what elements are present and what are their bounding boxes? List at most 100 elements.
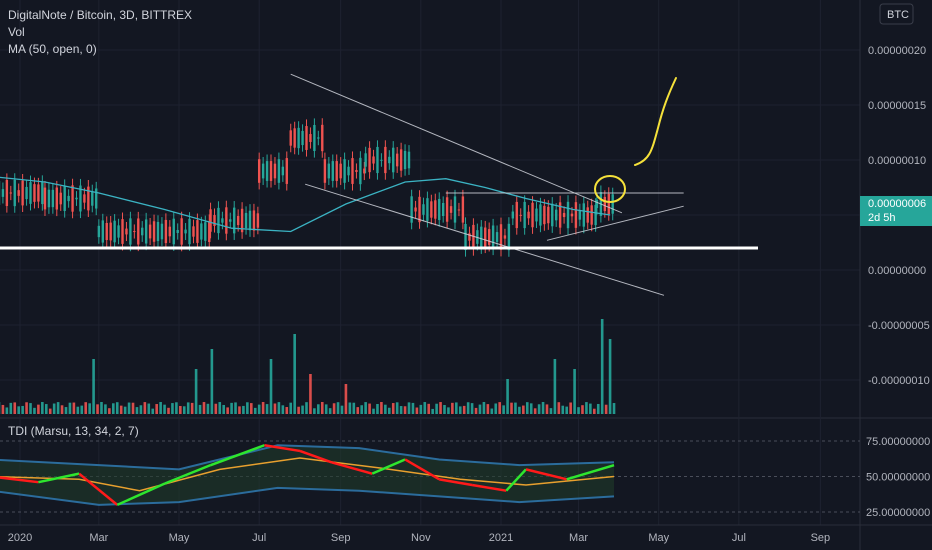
candle-body (539, 204, 542, 226)
candle-body (148, 224, 152, 239)
candle-body (441, 202, 445, 217)
candle-body (13, 179, 16, 207)
volume-bar (131, 402, 135, 414)
volume-bar (108, 408, 111, 414)
candle-body (331, 161, 334, 181)
candle-body (172, 218, 175, 245)
currency-button-label[interactable]: BTC (887, 9, 909, 21)
drawings[interactable] (0, 73, 758, 296)
price-tick-label: -0.00000010 (868, 375, 930, 387)
candle-body (445, 197, 449, 222)
chart-title: DigitalNote / Bitcoin, 3D, BITTREX (8, 8, 192, 22)
volume-bar (612, 403, 616, 414)
volume-bar (332, 403, 336, 414)
volume-bar (328, 408, 332, 414)
volume-bar (56, 402, 60, 414)
volume-bar (364, 402, 367, 414)
volume-bar (478, 404, 482, 414)
volume-bar (68, 402, 72, 414)
time-tick-label: Sep (811, 532, 831, 544)
candle-body (511, 211, 515, 219)
candle-body (29, 182, 32, 204)
candle-body (5, 179, 9, 207)
tdi-fast-line (371, 458, 406, 475)
volume-bar (447, 407, 450, 414)
candle-body (63, 186, 66, 211)
volume-bar (522, 405, 525, 414)
tdi-upper-band (0, 444, 615, 471)
price-badge (860, 196, 932, 226)
candle-body (301, 130, 304, 146)
volume-bar (127, 402, 131, 414)
candle-body (209, 209, 212, 232)
candle-body (97, 225, 101, 238)
tdi-tick-label: 75.00000000 (866, 436, 930, 448)
candle-body (297, 127, 300, 149)
time-tick-label: May (169, 532, 190, 544)
candle-body (33, 184, 36, 202)
candle-body (558, 202, 562, 228)
volume-bar (376, 404, 379, 414)
volume-bars (0, 319, 616, 414)
volume-bar (604, 404, 608, 414)
volume-bar (33, 407, 36, 414)
candle-body (257, 159, 261, 183)
volume-bar (64, 407, 68, 414)
tdi-fast-line (210, 444, 265, 467)
time-tick-label: Mar (89, 532, 108, 544)
tdi-fast-line (505, 468, 527, 492)
volume-bar (119, 405, 123, 414)
candle-body (376, 146, 379, 174)
volume-bar (261, 402, 265, 414)
price-tick-label: -0.00000005 (868, 320, 930, 332)
time-tick-label: Sep (331, 532, 351, 544)
volume-bar (88, 403, 91, 414)
candle-body (457, 209, 461, 211)
candle-body (305, 126, 308, 150)
volume-bar (214, 403, 218, 414)
annotation-arrow[interactable] (634, 77, 677, 166)
candle-body (566, 201, 570, 229)
volume-bar (474, 407, 478, 414)
ma-label: MA (50, open, 0) (8, 42, 97, 56)
volume-bar (431, 408, 434, 414)
candle-body (392, 147, 395, 173)
price-tick-label: 0.00000020 (868, 45, 926, 57)
volume-bar (348, 402, 352, 414)
candle-body (339, 163, 342, 179)
candle-body (248, 210, 252, 231)
candle-body (137, 218, 140, 245)
candle-body (547, 206, 550, 224)
candle-body (144, 219, 148, 244)
candle-body (574, 202, 578, 228)
volume-bar (186, 402, 190, 414)
tdi-lower-band (0, 486, 615, 506)
tdi-fast-line (439, 478, 473, 487)
candle-body (395, 153, 399, 167)
volume-bar (372, 408, 375, 414)
candle-body (562, 212, 566, 218)
candle-body (603, 196, 607, 212)
annotation-circle[interactable] (594, 175, 626, 203)
volume-bar (411, 402, 415, 414)
candle-body (156, 221, 160, 242)
candle-body (503, 235, 507, 239)
candle-body (434, 200, 437, 219)
price-tick-label: 0.00000010 (868, 155, 926, 167)
time-scale[interactable]: 2020 Mar May Jul Sep Nov 2021 Mar May Jul Sep (8, 532, 830, 544)
candle-body (507, 223, 511, 251)
volume-bar (143, 402, 147, 414)
currency-button[interactable] (879, 3, 914, 25)
volume-bar (387, 407, 391, 414)
time-tick-label: Nov (411, 532, 431, 544)
candle-body (47, 189, 51, 208)
volume-bar (92, 359, 95, 414)
volume-bar (545, 404, 549, 414)
candle-body (543, 205, 546, 225)
tdi-fast-line (299, 449, 332, 464)
volume-bar (356, 407, 360, 414)
tdi-scale[interactable]: 75.00000000 50.00000000 25.00000000 (866, 436, 930, 519)
candle-body (309, 134, 312, 142)
